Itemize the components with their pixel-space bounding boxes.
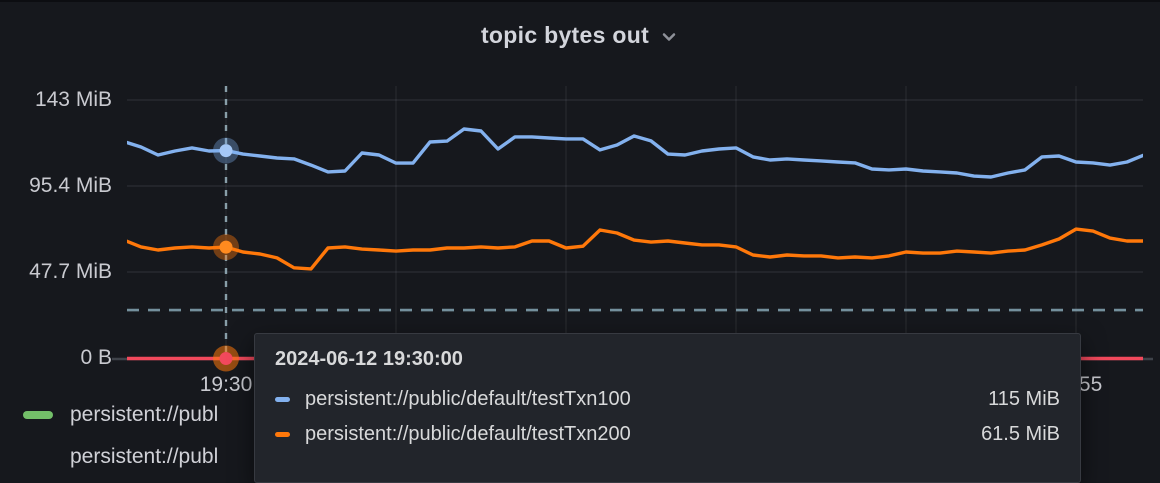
crosshair-point <box>219 352 233 365</box>
tooltip-row: persistent://public/default/testTxn100 11… <box>275 382 1060 417</box>
panel-top-border <box>0 0 1160 2</box>
series-line-1 <box>127 127 1143 179</box>
legend-item[interactable]: persistent://publ <box>70 445 218 469</box>
tooltip: 2024-06-12 19:30:00 persistent://public/… <box>254 333 1081 483</box>
series-line-2 <box>127 227 1143 271</box>
panel-title[interactable]: topic bytes out <box>480 21 650 48</box>
crosshair-point <box>219 144 233 158</box>
legend-item[interactable]: persistent://publ <box>23 403 218 427</box>
chevron-down-icon[interactable] <box>659 27 679 47</box>
legend-label: persistent://publ <box>70 403 219 426</box>
tooltip-row: persistent://public/default/testTxn200 61… <box>275 417 1060 452</box>
y-axis-label: 0 B <box>80 346 112 369</box>
y-axis-label: 143 MiB <box>34 88 112 112</box>
y-axis-label: 95.4 MiB <box>29 174 112 198</box>
crosshair-point <box>219 240 233 254</box>
tooltip-timestamp: 2024-06-12 19:30:00 <box>275 348 463 370</box>
tooltip-series-name: persistent://public/default/testTxn100 <box>305 388 631 410</box>
legend-label: persistent://publ <box>70 445 219 468</box>
tooltip-rows: persistent://public/default/testTxn100 11… <box>275 382 1060 452</box>
tooltip-series-name: persistent://public/default/testTxn200 <box>305 423 631 445</box>
x-axis-label: 19:30 <box>199 373 253 396</box>
panel-header: topic bytes out <box>0 0 1160 70</box>
tooltip-series-value: 61.5 MiB <box>981 423 1060 445</box>
series-color-swatch <box>275 432 290 437</box>
series-color-swatch <box>275 397 290 402</box>
legend-color-swatch <box>23 411 53 419</box>
y-axis-label: 47.7 MiB <box>29 260 112 284</box>
tooltip-series-value: 115 MiB <box>988 388 1060 410</box>
